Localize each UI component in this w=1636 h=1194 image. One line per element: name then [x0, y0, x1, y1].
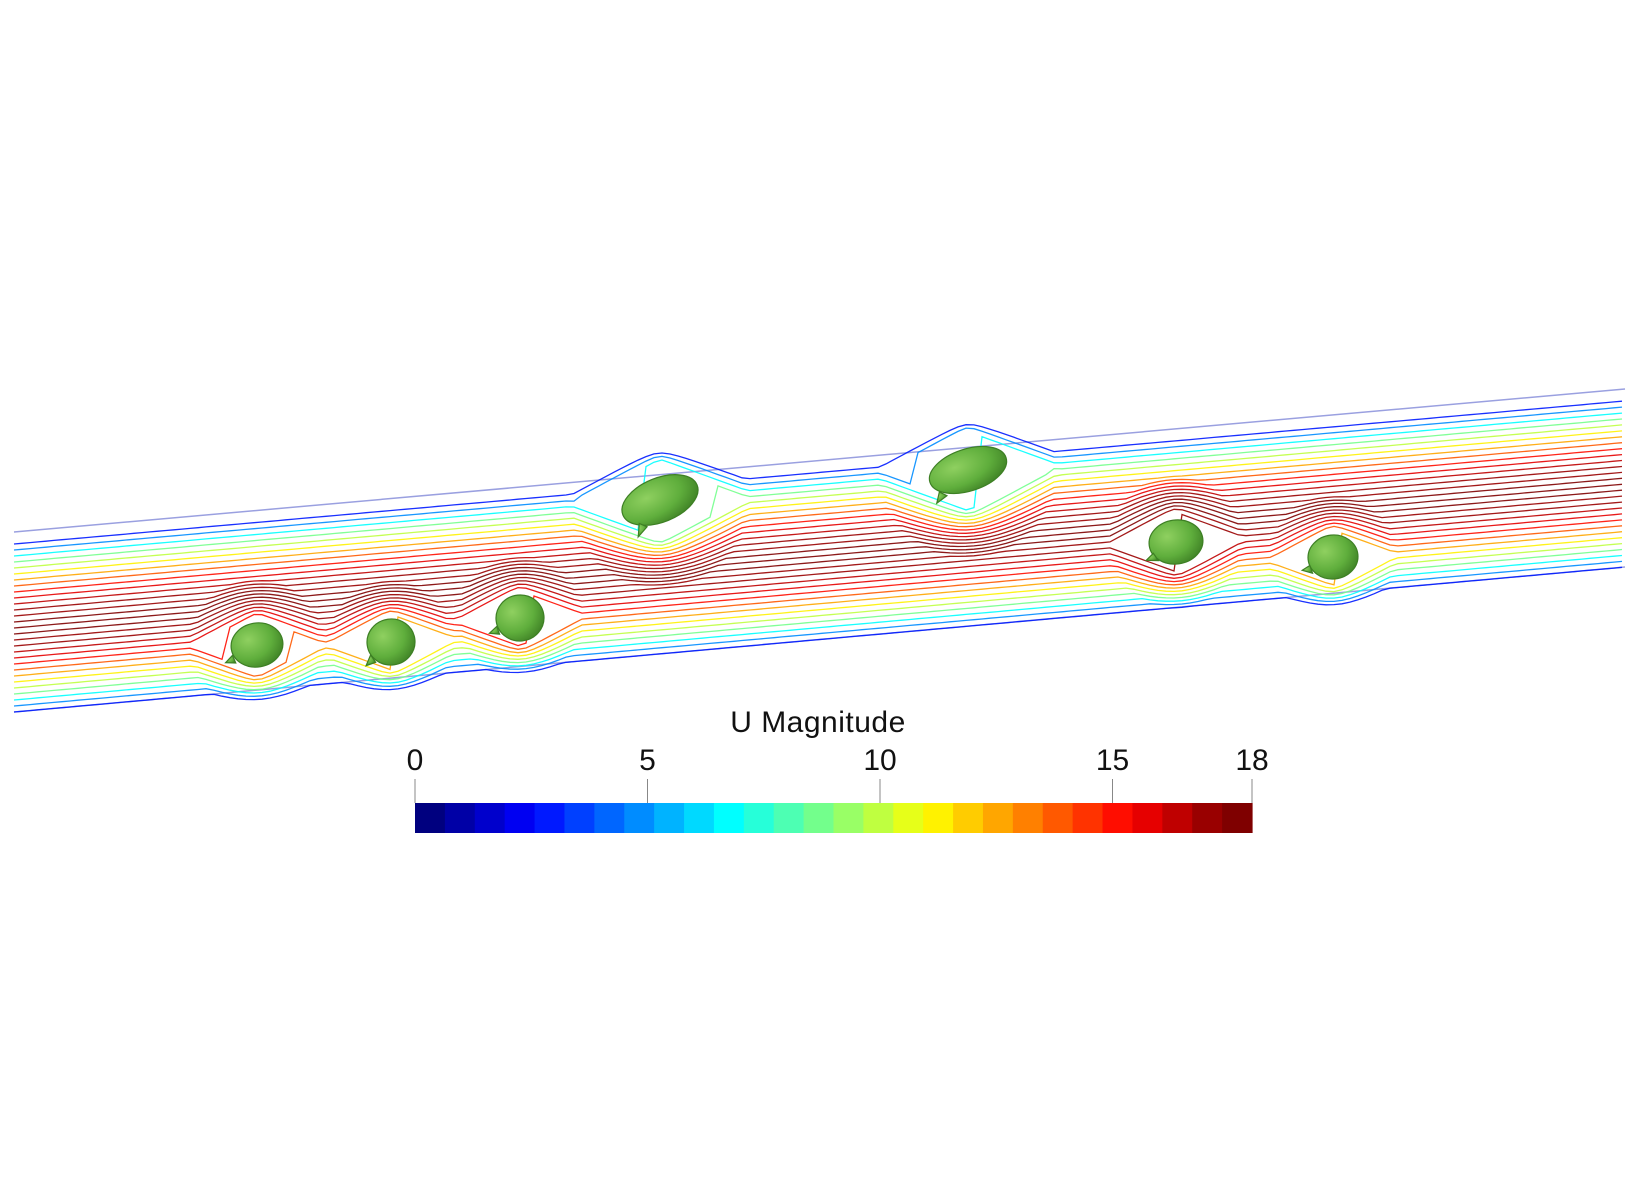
cells — [224, 445, 1359, 668]
color-bar-tick-label: 18 — [1235, 744, 1269, 777]
color-bar-segment — [594, 803, 625, 833]
streamline — [13, 453, 1623, 599]
streamline — [13, 566, 1623, 713]
color-bar — [415, 803, 1253, 833]
color-bar-segment — [624, 803, 655, 833]
color-bar-segment — [923, 803, 954, 833]
streamline — [13, 430, 1623, 575]
color-bar-segment — [1072, 803, 1104, 833]
streamline — [13, 477, 1623, 623]
cell — [621, 474, 699, 539]
legend-title: U Magnitude — [730, 706, 906, 739]
color-bar-segment — [684, 803, 715, 833]
cell — [1144, 519, 1204, 565]
color-bar-tick-label: 0 — [406, 744, 424, 777]
streamline — [13, 489, 1623, 635]
color-bar-segment — [713, 803, 745, 833]
streamline — [13, 424, 1623, 569]
color-bar-tick-label: 10 — [863, 744, 897, 777]
color-bar-segment — [833, 803, 864, 833]
streamline — [13, 542, 1623, 689]
streamline — [13, 548, 1623, 695]
streamline — [13, 465, 1623, 611]
cell — [224, 622, 284, 668]
streamline — [13, 554, 1623, 701]
color-bar-segment — [1192, 803, 1223, 833]
streamline — [13, 537, 1623, 684]
color-bar-tick-label: 15 — [1095, 744, 1130, 777]
streamline — [13, 418, 1623, 563]
streamline — [13, 501, 1623, 647]
color-bar-segment — [863, 803, 894, 833]
color-bar-segment — [1102, 803, 1134, 833]
color-bar-segment — [1222, 803, 1253, 833]
streamline — [13, 412, 1623, 557]
streamline — [13, 436, 1623, 581]
color-bar-segment — [803, 803, 835, 833]
color-bar-segment — [982, 803, 1014, 833]
color-bar-tick-label: 5 — [639, 744, 656, 777]
streamlines — [13, 400, 1623, 713]
color-bar-segment — [474, 803, 506, 833]
streamline — [13, 400, 1623, 545]
color-bar-segment — [1042, 803, 1074, 833]
color-bar-segment — [743, 803, 775, 833]
streamline — [13, 448, 1623, 593]
streamline — [13, 483, 1623, 629]
cell — [488, 594, 545, 642]
color-bar-segment — [1132, 803, 1163, 833]
streamline — [13, 519, 1623, 665]
streamline — [13, 531, 1623, 681]
cell — [1300, 534, 1359, 580]
streamline — [13, 560, 1623, 707]
color-bar-segment — [564, 803, 595, 833]
color-bar-segment — [953, 803, 984, 833]
cell — [928, 445, 1008, 505]
cell — [364, 618, 416, 667]
streamline — [13, 507, 1623, 653]
streamline — [13, 442, 1623, 587]
color-bar-segment — [773, 803, 805, 833]
color-bar-segment — [654, 803, 685, 833]
color-bar-segment — [415, 803, 446, 833]
color-bar-segment — [504, 803, 536, 833]
streamline — [13, 495, 1623, 641]
color-bar-segment — [534, 803, 566, 833]
streamline — [13, 459, 1623, 605]
color-bar-segment — [1012, 803, 1044, 833]
color-bar-segment — [444, 803, 476, 833]
streamline — [13, 525, 1623, 677]
streamline — [13, 406, 1623, 551]
streamline — [13, 513, 1623, 659]
streamline — [13, 471, 1623, 617]
color-bar-segment — [893, 803, 924, 833]
channel-wall-top — [13, 388, 1626, 533]
color-bar-segment — [1162, 803, 1193, 833]
color-bar-ticks — [414, 779, 1253, 803]
